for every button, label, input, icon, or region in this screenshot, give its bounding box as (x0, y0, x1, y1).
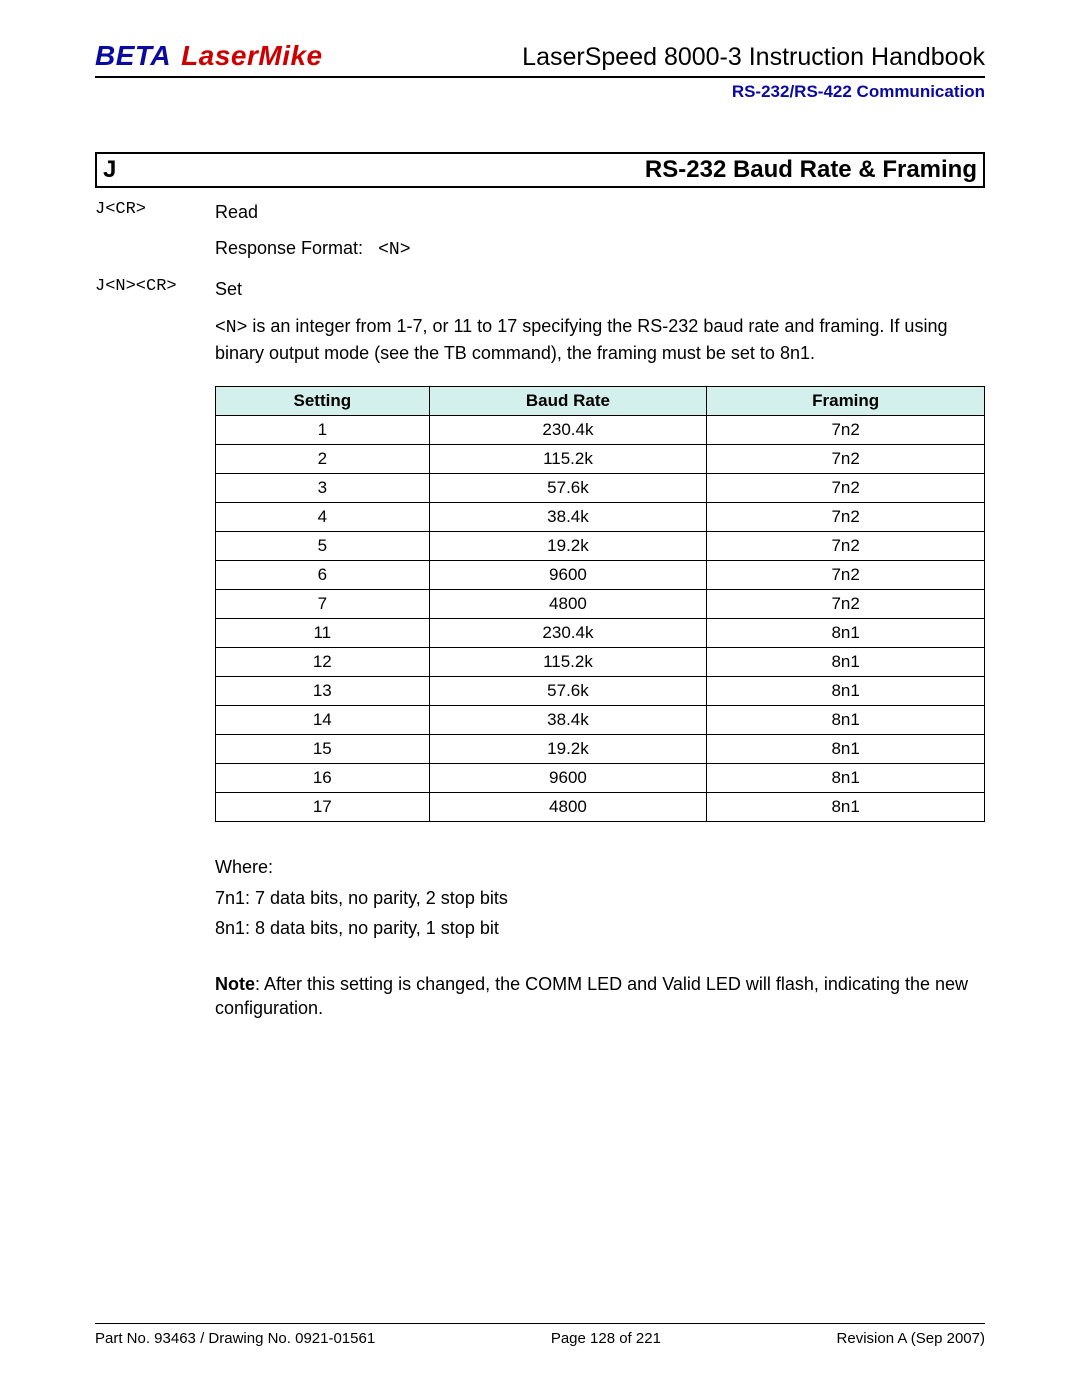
where-block: Where: 7n1: 7 data bits, no parity, 2 st… (215, 852, 985, 944)
table-cell: 57.6k (429, 474, 707, 503)
set-command-row: J<N><CR> Set (95, 277, 985, 301)
th-baud-rate: Baud Rate (429, 387, 707, 416)
table-cell: 16 (216, 764, 430, 793)
table-cell: 19.2k (429, 532, 707, 561)
read-label: Read (215, 200, 258, 224)
read-command: J<CR> (95, 200, 215, 224)
where-line1: 7n1: 7 data bits, no parity, 2 stop bits (215, 883, 985, 914)
table-cell: 7n2 (707, 416, 985, 445)
page-header: BETA LaserMike LaserSpeed 8000-3 Instruc… (95, 40, 985, 72)
table-cell: 9600 (429, 764, 707, 793)
table-cell: 8n1 (707, 793, 985, 822)
table-cell: 7n2 (707, 561, 985, 590)
logo-beta: BETA (95, 40, 171, 72)
table-row: 1230.4k7n2 (216, 416, 985, 445)
table-cell: 8n1 (707, 677, 985, 706)
note-block: Note: After this setting is changed, the… (215, 972, 985, 1021)
response-format-label: Response Format: (215, 238, 363, 258)
table-cell: 7 (216, 590, 430, 619)
table-cell: 13 (216, 677, 430, 706)
table-cell: 2 (216, 445, 430, 474)
table-cell: 230.4k (429, 619, 707, 648)
table-cell: 115.2k (429, 648, 707, 677)
page-footer: Part No. 93463 / Drawing No. 0921-01561 … (95, 1323, 985, 1347)
table-cell: 11 (216, 619, 430, 648)
note-label: Note (215, 974, 255, 994)
table-cell: 5 (216, 532, 430, 561)
table-cell: 230.4k (429, 416, 707, 445)
logo-lasermike: LaserMike (181, 40, 322, 72)
section-bar: J RS-232 Baud Rate & Framing (95, 152, 985, 188)
set-desc-text: is an integer from 1-7, or 11 to 17 spec… (215, 316, 947, 363)
where-title: Where: (215, 852, 985, 883)
table-row: 748007n2 (216, 590, 985, 619)
note-text: : After this setting is changed, the COM… (215, 974, 968, 1018)
where-line2: 8n1: 8 data bits, no parity, 1 stop bit (215, 913, 985, 944)
table-row: 2115.2k7n2 (216, 445, 985, 474)
table-cell: 4 (216, 503, 430, 532)
table-cell: 6 (216, 561, 430, 590)
table-row: 357.6k7n2 (216, 474, 985, 503)
th-setting: Setting (216, 387, 430, 416)
table-row: 1748008n1 (216, 793, 985, 822)
table-row: 438.4k7n2 (216, 503, 985, 532)
table-cell: 3 (216, 474, 430, 503)
table-cell: 17 (216, 793, 430, 822)
set-description: <N> is an integer from 1-7, or 11 to 17 … (215, 314, 985, 366)
th-framing: Framing (707, 387, 985, 416)
table-row: 1357.6k8n1 (216, 677, 985, 706)
table-cell: 1 (216, 416, 430, 445)
table-cell: 14 (216, 706, 430, 735)
table-row: 11230.4k8n1 (216, 619, 985, 648)
table-cell: 12 (216, 648, 430, 677)
table-cell: 8n1 (707, 706, 985, 735)
section-title: RS-232 Baud Rate & Framing (645, 156, 977, 184)
table-row: 1696008n1 (216, 764, 985, 793)
set-n-token: <N> (215, 318, 247, 338)
table-row: 1438.4k8n1 (216, 706, 985, 735)
table-cell: 38.4k (429, 503, 707, 532)
table-cell: 4800 (429, 590, 707, 619)
table-cell: 19.2k (429, 735, 707, 764)
response-format-row: Response Format: <N> (215, 236, 985, 263)
logo: BETA LaserMike (95, 40, 323, 72)
table-cell: 4800 (429, 793, 707, 822)
table-cell: 8n1 (707, 764, 985, 793)
baud-rate-table: Setting Baud Rate Framing 1230.4k7n22115… (215, 386, 985, 822)
footer-center: Page 128 of 221 (551, 1330, 661, 1347)
set-label: Set (215, 277, 242, 301)
table-cell: 7n2 (707, 590, 985, 619)
table-cell: 38.4k (429, 706, 707, 735)
table-cell: 8n1 (707, 619, 985, 648)
table-cell: 8n1 (707, 648, 985, 677)
footer-right: Revision A (Sep 2007) (837, 1330, 985, 1347)
table-cell: 7n2 (707, 474, 985, 503)
table-row: 12115.2k8n1 (216, 648, 985, 677)
table-cell: 57.6k (429, 677, 707, 706)
table-row: 696007n2 (216, 561, 985, 590)
set-command: J<N><CR> (95, 277, 215, 301)
read-command-row: J<CR> Read (95, 200, 985, 224)
footer-left: Part No. 93463 / Drawing No. 0921-01561 (95, 1330, 375, 1347)
table-row: 519.2k7n2 (216, 532, 985, 561)
document-title: LaserSpeed 8000-3 Instruction Handbook (522, 43, 985, 72)
subheader: RS-232/RS-422 Communication (95, 76, 985, 102)
table-cell: 7n2 (707, 503, 985, 532)
table-cell: 9600 (429, 561, 707, 590)
table-cell: 15 (216, 735, 430, 764)
table-cell: 7n2 (707, 532, 985, 561)
table-header-row: Setting Baud Rate Framing (216, 387, 985, 416)
section-letter: J (103, 156, 116, 184)
response-format-value: <N> (378, 240, 410, 260)
table-row: 1519.2k8n1 (216, 735, 985, 764)
table-cell: 7n2 (707, 445, 985, 474)
table-cell: 8n1 (707, 735, 985, 764)
table-cell: 115.2k (429, 445, 707, 474)
